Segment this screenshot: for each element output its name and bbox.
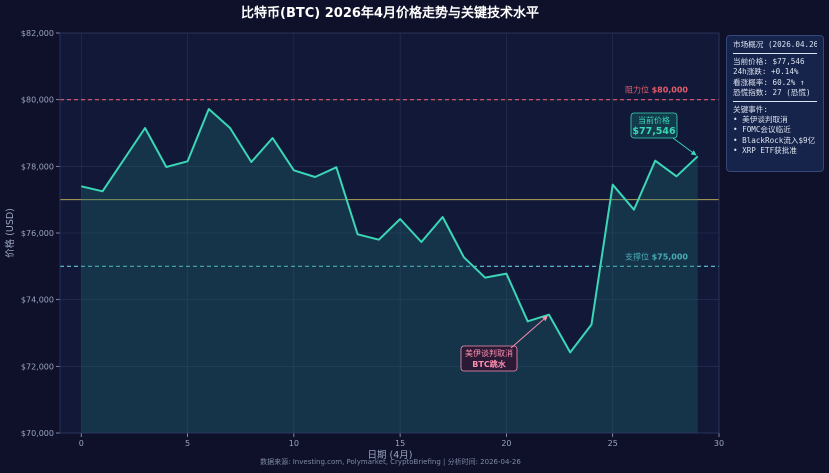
y-tick-label: $80,000	[21, 96, 54, 105]
annotation-text: 当前价格	[638, 115, 670, 125]
price-area-fill	[81, 109, 698, 433]
info-panel-title: 市场概况 (2026.04.26)	[733, 40, 817, 49]
event-item: • FOMC会议临近	[733, 125, 791, 135]
y-tick-label: $82,000	[21, 29, 54, 38]
price-area	[81, 109, 698, 433]
info-row: 当前价格: $77,546	[733, 57, 805, 67]
market-info-panel: 市场概况 (2026.04.26) 当前价格: $77,546 24h涨跌: +…	[726, 35, 824, 172]
y-tick-label: $70,000	[21, 429, 54, 438]
info-divider	[733, 53, 817, 55]
x-tick-label: 30	[714, 439, 724, 448]
x-axis-label: 日期 (4月)	[368, 450, 413, 461]
x-tick-label: 20	[501, 439, 511, 448]
y-tick-label: $78,000	[21, 162, 54, 171]
x-tick-label: 10	[289, 439, 299, 448]
event-item: • 美伊谈判取消	[733, 115, 788, 125]
annotation-text: 美伊谈判取消	[465, 348, 513, 358]
y-tick-label: $72,000	[21, 362, 54, 371]
price-line	[81, 108, 699, 354]
x-tick-label: 15	[395, 439, 405, 448]
annotation-box	[630, 112, 678, 139]
info-row: 恐慌指数: 27 (恐慌)	[733, 87, 811, 97]
info-row: 看涨概率: 60.2% ↑	[733, 77, 805, 87]
price-line-group	[81, 108, 699, 354]
event-item: • XRP ETF获批准	[733, 145, 797, 155]
axes: $70,000 $72,000 $74,000 $76,000 $78,000 $80,0…	[21, 29, 724, 448]
y-tick-label: $76,000	[21, 229, 54, 238]
reference-line-label: 支撑位 $75,000	[625, 251, 688, 261]
info-row: 24h涨跌: +0.14%	[733, 67, 799, 77]
reference-line-label: 阻力位 $80,000	[625, 85, 688, 95]
y-tick-label: $74,000	[21, 296, 54, 305]
source-note: 数据来源: Investing.com, Polymarket, CryptoB…	[260, 458, 521, 466]
x-tick-label: 5	[185, 439, 190, 448]
reference-line-value: $75,000	[652, 252, 689, 261]
x-tick-label: 0	[79, 439, 84, 448]
annotation-value: $77,546	[632, 126, 676, 137]
annotation-value: BTC跳水	[472, 359, 506, 369]
reference-line-value: $80,000	[652, 86, 689, 95]
annotation-box	[460, 345, 518, 372]
annotation-arrow	[510, 315, 548, 349]
x-tick-label: 25	[608, 439, 618, 448]
info-divider	[733, 101, 817, 103]
reference-lines: 阻力位 $80,000 支撑位 $75,000	[60, 85, 719, 267]
annotation-arrow	[672, 137, 697, 156]
chart-title: 比特币(BTC) 2026年4月价格走势与关键技术水平	[241, 5, 539, 21]
events-title: 关键事件:	[733, 105, 768, 115]
event-item: • BlackRock流入$9亿	[733, 135, 816, 145]
plot-frame	[59, 32, 720, 434]
y-axis-label: 价格 (USD)	[4, 208, 16, 258]
